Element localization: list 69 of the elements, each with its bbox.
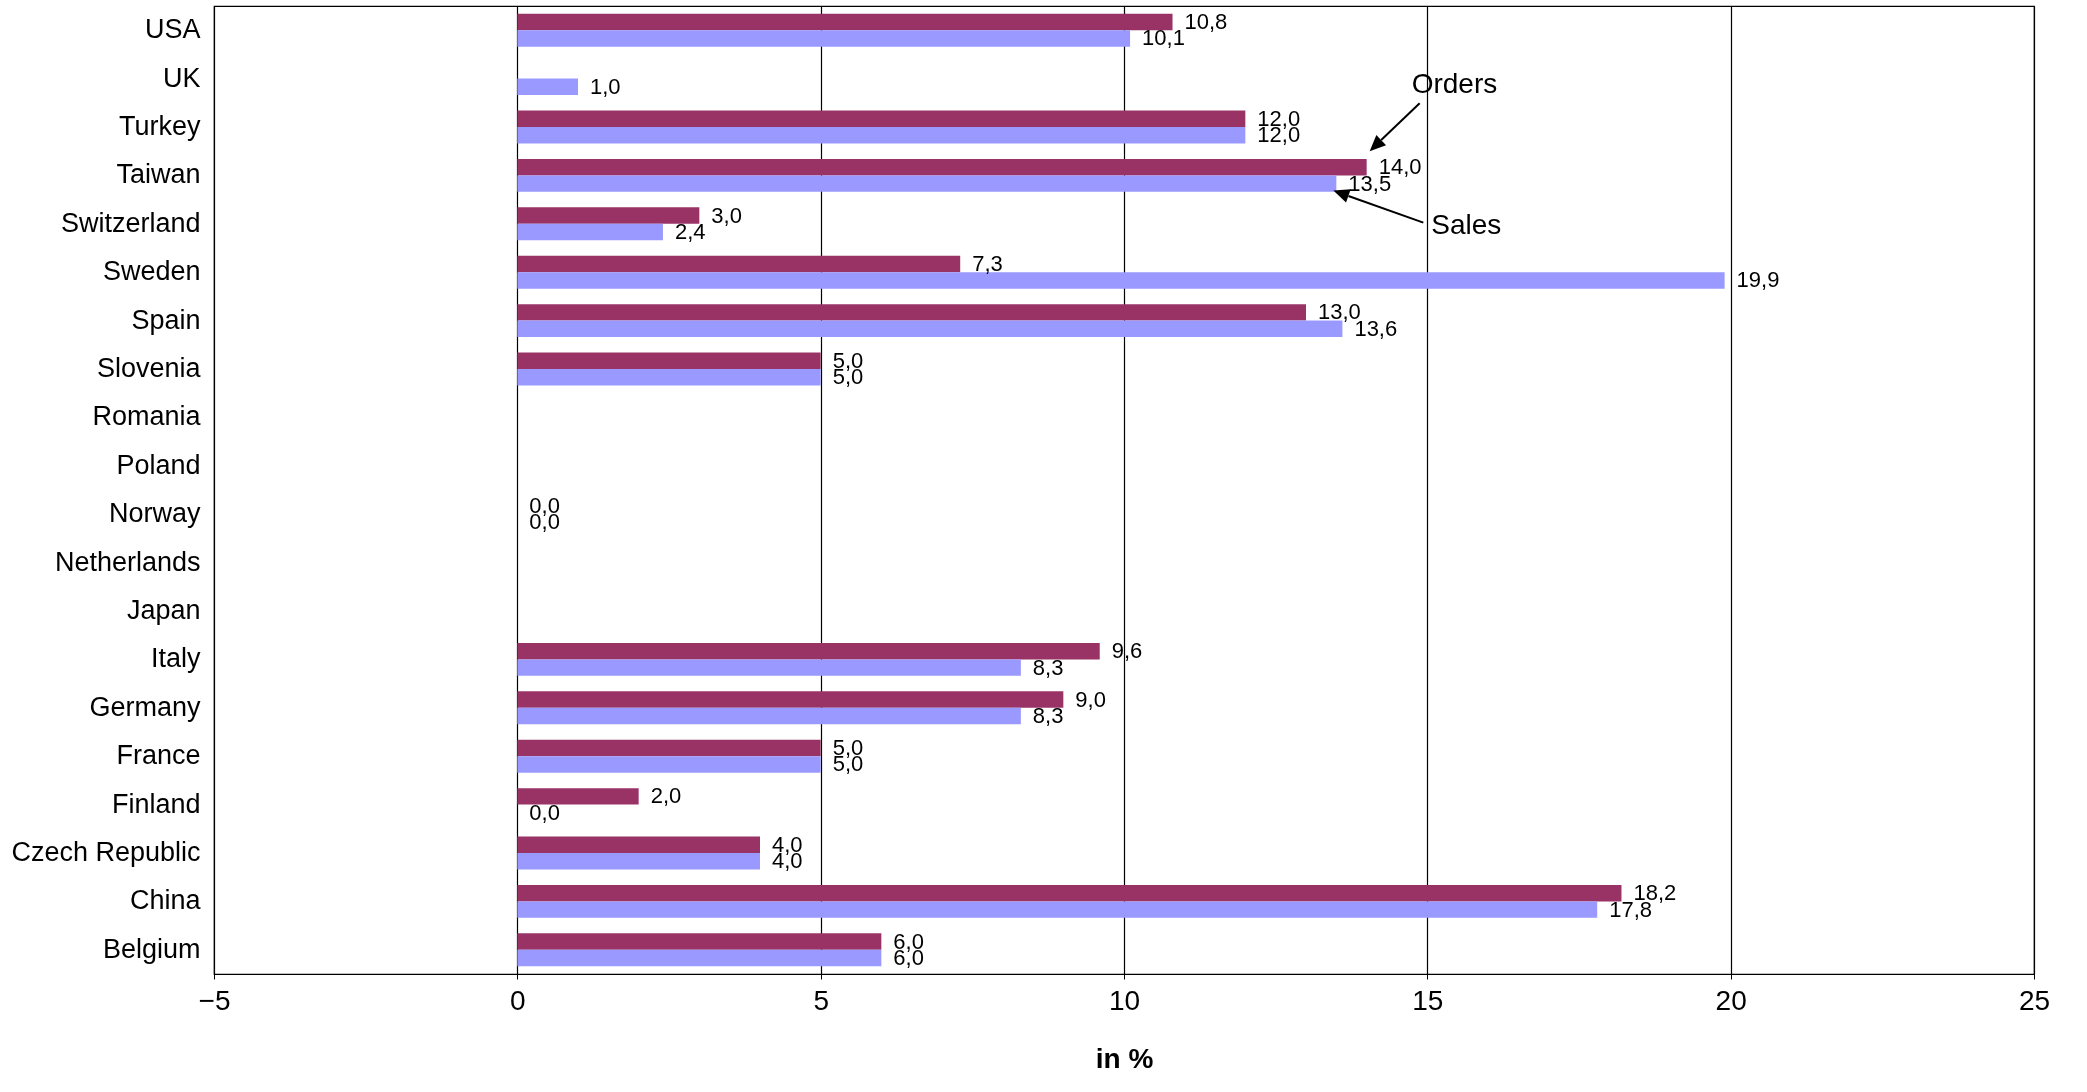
bar (517, 78, 578, 96)
data-label: 0,0 (529, 799, 560, 825)
y-tick-label: Norway (108, 498, 201, 529)
data-label: 19,9 (1736, 267, 1780, 293)
data-label: 7,3 (972, 250, 1003, 276)
y-tick-label: Spain (131, 304, 201, 335)
data-label: 2,0 (650, 783, 682, 809)
data-label: 2,4 (674, 219, 706, 245)
bar (517, 884, 1622, 902)
bar (517, 30, 1131, 47)
bar (517, 642, 1100, 660)
y-tick-label: Finland (111, 788, 201, 819)
y-tick-label: Italy (150, 643, 201, 674)
data-label: 1,0 (590, 73, 621, 99)
data-label: 9,0 (1075, 686, 1106, 712)
y-tick-label: USA (144, 14, 201, 45)
bar (517, 836, 760, 853)
x-tick-label: 0 (510, 984, 526, 1016)
bar (517, 320, 1343, 338)
data-label: 8,3 (1032, 703, 1064, 729)
bar (517, 788, 639, 805)
data-label: 10,1 (1142, 25, 1185, 51)
x-tick-label: 25 (2018, 984, 2051, 1016)
bar (517, 175, 1337, 192)
y-tick-label: Slovenia (96, 353, 202, 383)
data-label: 3,0 (711, 202, 742, 228)
bar (517, 158, 1367, 176)
y-tick-label: France (116, 740, 201, 771)
y-tick-label: Poland (116, 449, 201, 480)
bar (517, 127, 1246, 144)
bar (517, 756, 821, 773)
bar (517, 352, 821, 369)
bar (517, 901, 1598, 918)
x-tick-label: 5 (813, 984, 829, 1016)
y-tick-label: UK (162, 62, 201, 93)
data-label: 10,8 (1184, 8, 1228, 34)
y-tick-label: Japan (126, 595, 201, 625)
x-tick-label: 20 (1715, 984, 1747, 1016)
series-label: Sales (1431, 208, 1502, 240)
y-tick-label: Netherlands (54, 546, 201, 577)
x-axis-title: in % (1095, 1042, 1154, 1074)
y-tick-label: Romania (92, 401, 202, 432)
bar (517, 110, 1246, 127)
bar (517, 272, 1725, 289)
bar (517, 255, 961, 273)
data-label: 8,3 (1032, 654, 1064, 680)
bar (517, 949, 882, 967)
y-tick-label: Sweden (102, 256, 201, 287)
bar (517, 13, 1173, 31)
y-tick-label: Taiwan (116, 159, 201, 190)
bar (517, 691, 1064, 708)
y-tick-label: Czech Republic (11, 837, 201, 867)
x-tick-label: 10 (1108, 984, 1141, 1016)
bar (517, 207, 700, 224)
y-tick-label: Belgium (102, 933, 201, 964)
bar (517, 933, 882, 950)
bar (517, 223, 663, 241)
y-tick-label: Turkey (118, 111, 201, 141)
bar (517, 853, 760, 870)
y-tick-label: Switzerland (60, 207, 201, 238)
x-tick-label: −5 (198, 984, 231, 1016)
y-tick-label: Germany (89, 691, 201, 722)
y-tick-label: China (129, 885, 202, 916)
bar (517, 707, 1021, 725)
bar (517, 659, 1021, 676)
x-tick-label: 15 (1412, 984, 1444, 1016)
bar (517, 739, 821, 757)
bar (517, 304, 1306, 321)
bar (517, 369, 821, 386)
